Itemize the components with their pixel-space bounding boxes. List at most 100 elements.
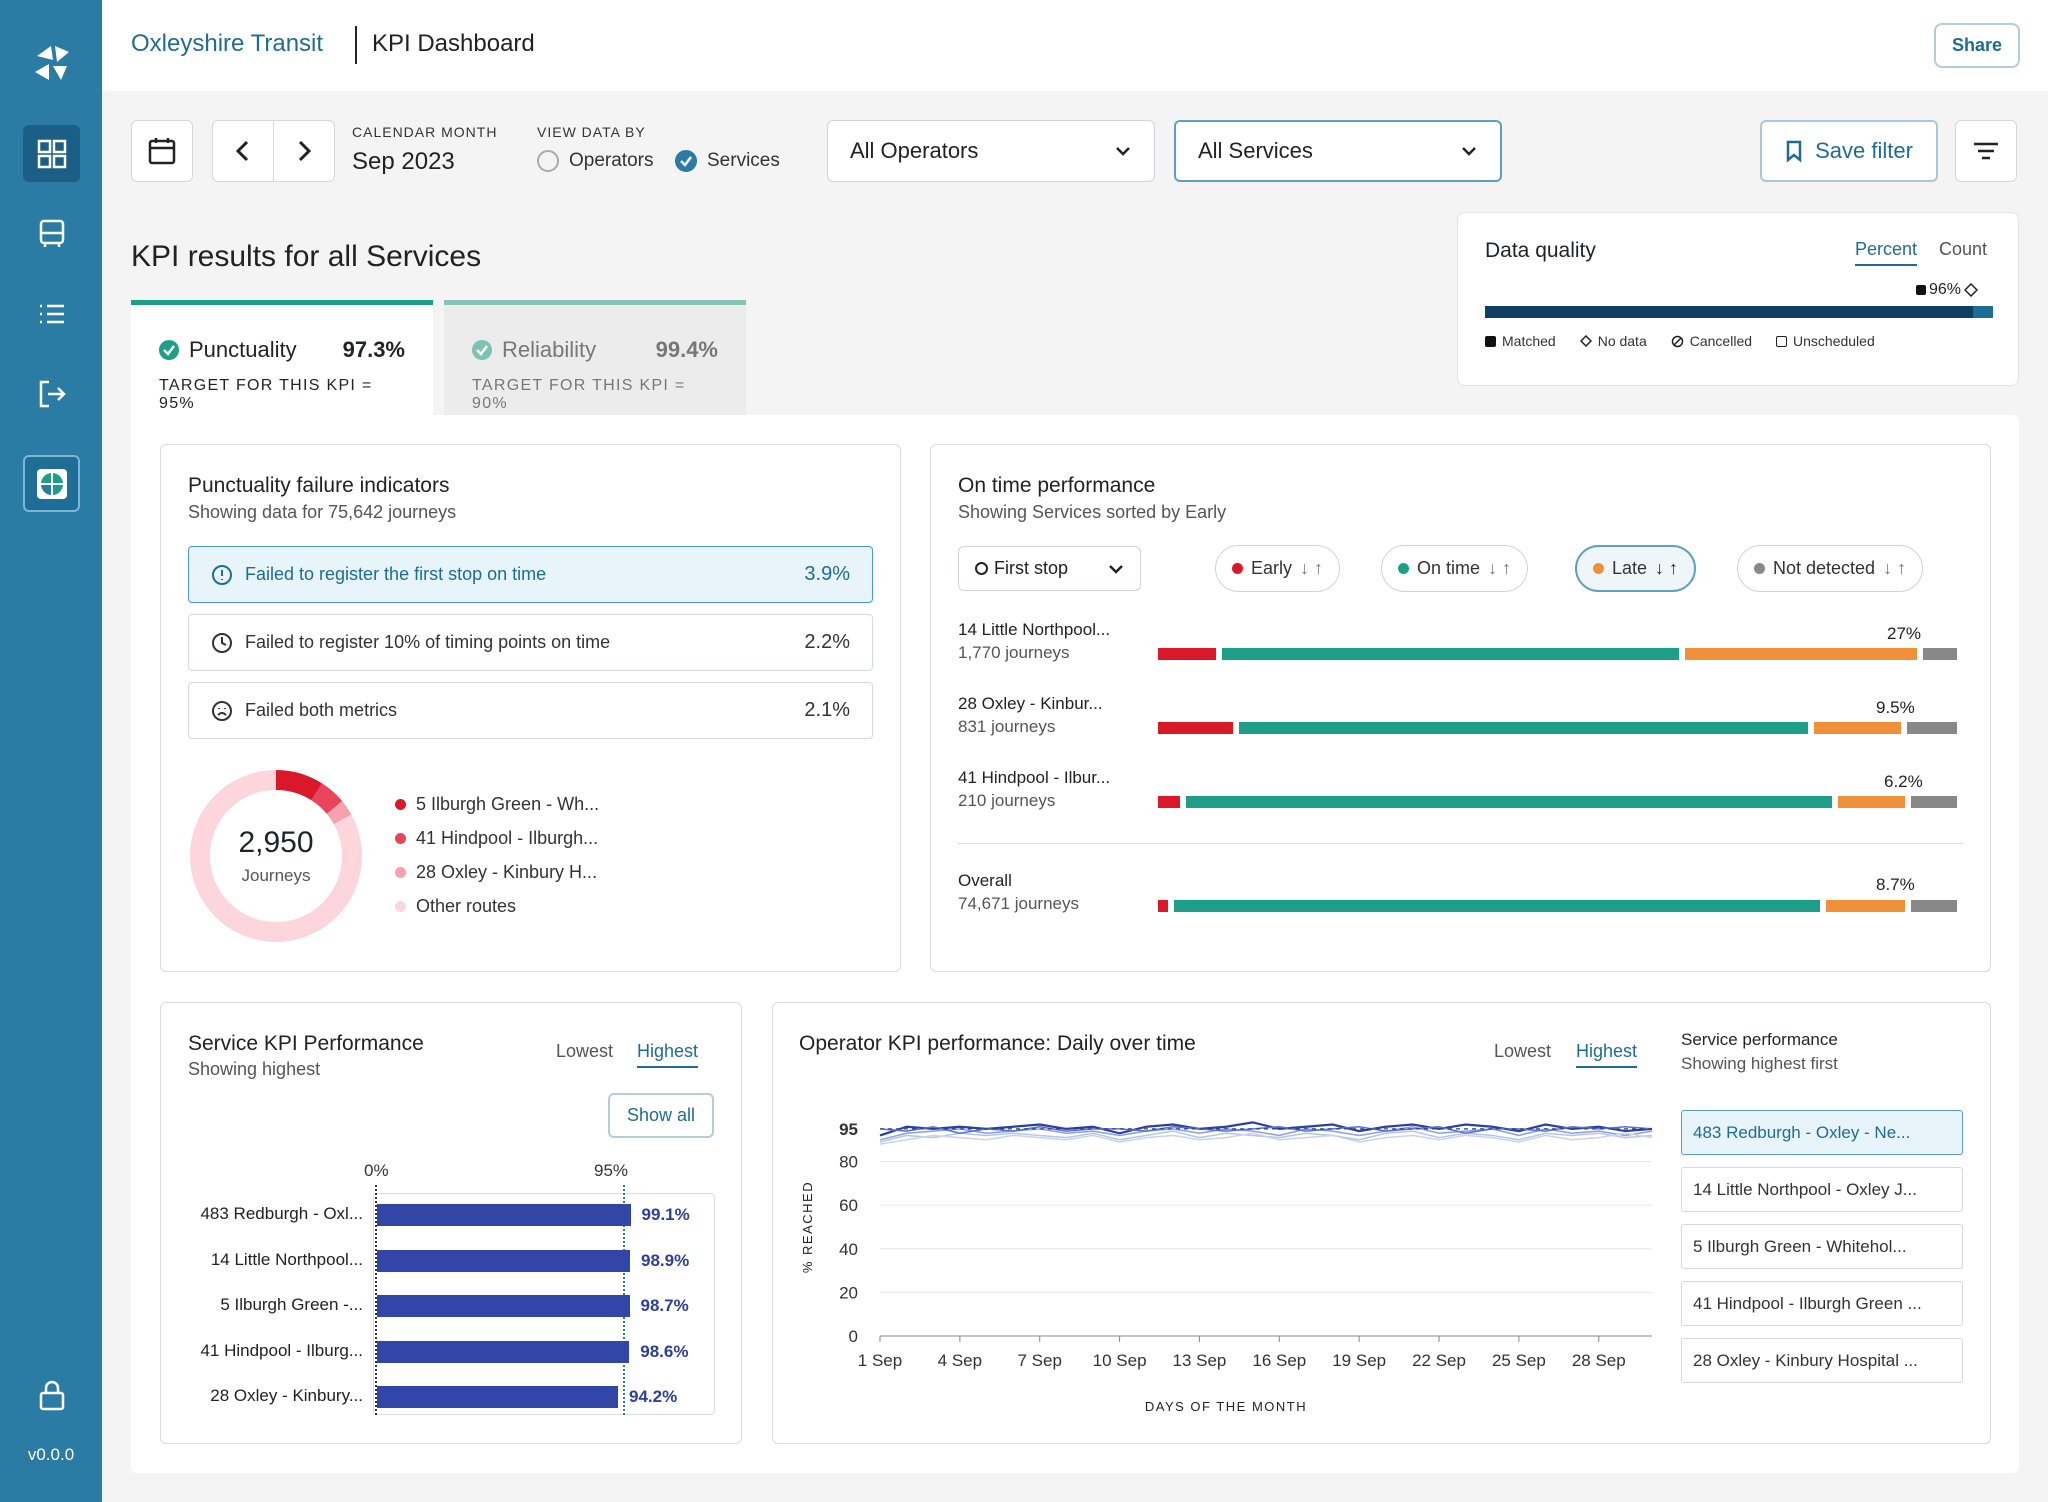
stop-circle-icon [975,562,988,575]
service-select-value: All Services [1198,138,1313,163]
pill-not-detected[interactable]: Not detected ↓ ↑ [1737,545,1924,592]
chevron-down-icon [1109,564,1123,574]
tab-punctuality-value: 97.3% [342,337,405,362]
share-button[interactable]: Share [1934,23,2020,68]
page-title: KPI Dashboard [372,30,535,57]
ot-row-journeys: 1,770 journeys [958,643,1070,662]
calendar-month-label: CALENDAR MONTH [352,124,498,140]
operator-select[interactable]: All Operators [827,120,1155,182]
bar-segment-late [1826,900,1905,912]
operator-line-chart: 0 20 40 60 80 95 1 Sep 4 Sep 7 Sep 10 Sep 13 Sep 16… [800,1120,1653,1414]
matched-pct: 96% [1929,281,1962,298]
legend-label: 41 Hindpool - Ilburgh... [416,828,599,848]
service-select[interactable]: All Services [1174,120,1502,182]
chevron-left-icon [235,140,249,162]
pill-early[interactable]: Early ↓ ↑ [1215,545,1341,592]
filter-lines-icon [1974,142,1998,160]
service-bar [377,1204,631,1226]
sort-arrows-icon: ↓ ↑ [1300,558,1324,578]
tab-reliability[interactable]: Reliability 99.4% TARGET FOR THIS KPI = … [444,300,746,420]
indicator-timing-points[interactable]: Failed to register 10% of timing points … [188,614,873,671]
axis-label-95: 95% [594,1161,629,1180]
stop-select[interactable]: First stop [958,546,1141,591]
toggle-highest[interactable]: Highest [637,1041,699,1068]
segments-nav-icon[interactable] [23,455,80,512]
filter-menu-button[interactable] [1955,120,2017,182]
brand-name[interactable]: Oxleyshire Transit [131,30,324,57]
service-performance-item[interactable]: 14 Little Northpool - Oxley J... [1681,1167,1963,1212]
save-filter-label: Save filter [1815,138,1913,163]
pill-late[interactable]: Late ↓ ↑ [1575,545,1697,592]
data-quality-title: Data quality [1485,239,1596,262]
ot-overall-name: Overall [958,871,1012,890]
indicator-value: 3.9% [804,563,850,585]
donut-slice [190,770,362,942]
stop-select-value: First stop [994,558,1069,578]
sad-face-icon [212,700,232,721]
indicator-first-stop[interactable]: Failed to register the first stop on tim… [188,546,873,603]
radio-operators[interactable]: Operators [537,150,653,172]
pill-not-detected-label: Not detected [1773,558,1876,578]
indicator-both-metrics[interactable]: Failed both metrics 2.1% [188,682,873,739]
toggle-count[interactable]: Count [1939,239,1988,259]
indicator-label: Failed to register 10% of timing points … [245,632,611,652]
x-tick-label: 13 Sep [1173,1351,1227,1370]
operator-select-value: All Operators [850,138,979,163]
service-bar [377,1340,630,1363]
lock-icon[interactable] [23,1366,80,1423]
y-tick-label: 40 [839,1240,858,1259]
legend-label: 28 Oxley - Kinbury H... [416,862,598,882]
bar-segment-late [1685,648,1917,660]
sort-arrows-icon: ↓ ↑ [1883,558,1907,578]
calendar-button[interactable] [131,120,193,182]
pill-on-time[interactable]: On time ↓ ↑ [1381,545,1529,592]
nd-dot [1754,563,1765,574]
ot-row-pct: 27% [1887,624,1922,643]
next-month-button[interactable] [273,120,335,182]
tab-reliability-name: Reliability [502,337,597,362]
prev-month-button[interactable] [212,120,274,182]
calendar-icon [148,138,176,165]
dashboard-nav-icon[interactable] [23,125,80,182]
check-circle-icon [159,340,179,360]
list-nav-icon[interactable] [23,285,80,342]
bar-segment-nd [1906,722,1957,734]
legend-dot [395,867,406,878]
failure-indicators-card [160,444,901,972]
clock-icon [212,632,232,653]
legend-square-icon [1485,335,1496,347]
y-tick-label: 0 [849,1327,858,1346]
ot-row-name: 41 Hindpool - Ilbur... [958,768,1111,787]
legend-matched: Matched [1485,333,1556,349]
save-filter-button[interactable]: Save filter [1760,120,1938,182]
data-quality-card: Data quality Percent Count 96% Matched N… [1457,212,2019,386]
radio-services[interactable]: Services [675,150,780,172]
legend-unscheduled-label: Unscheduled [1793,333,1875,349]
bar-segment-early [1158,722,1233,734]
show-all-button[interactable]: Show all [608,1093,714,1138]
toggle-percent[interactable]: Percent [1855,239,1918,266]
check-circle-icon [472,340,492,360]
ot-row-pct: 6.2% [1884,772,1923,791]
tab-reliability-target: TARGET FOR THIS KPI = 90% [472,377,686,412]
radio-checked-icon [675,150,697,172]
service-performance-item[interactable]: 483 Redburgh - Oxley - Ne... [1681,1110,1963,1155]
toggle-lowest[interactable]: Lowest [1494,1041,1552,1061]
indicator-value: 2.1% [804,699,850,721]
donut-legend-item: 5 Ilburgh Green - Wh... [395,794,599,815]
service-bars-frame [373,1193,715,1415]
service-performance-item[interactable]: 28 Oxley - Kinbury Hospital ... [1681,1338,1963,1383]
toggle-lowest[interactable]: Lowest [556,1041,614,1061]
toggle-highest[interactable]: Highest [1576,1041,1638,1068]
service-bar-value: 98.9% [641,1250,690,1270]
ot-row-pct: 9.5% [1876,698,1915,717]
export-nav-icon[interactable] [23,365,80,422]
legend-dot [395,799,406,810]
service-performance-item[interactable]: 41 Hindpool - Ilburgh Green ... [1681,1281,1963,1326]
bus-nav-icon[interactable] [23,205,80,262]
view-data-label: VIEW DATA BY [537,124,646,140]
donut-slice [275,770,323,801]
cancelled-icon [1671,335,1683,347]
tab-punctuality[interactable]: Punctuality 97.3% TARGET FOR THIS KPI = … [131,300,433,420]
service-performance-item[interactable]: 5 Ilburgh Green - Whitehol... [1681,1224,1963,1269]
